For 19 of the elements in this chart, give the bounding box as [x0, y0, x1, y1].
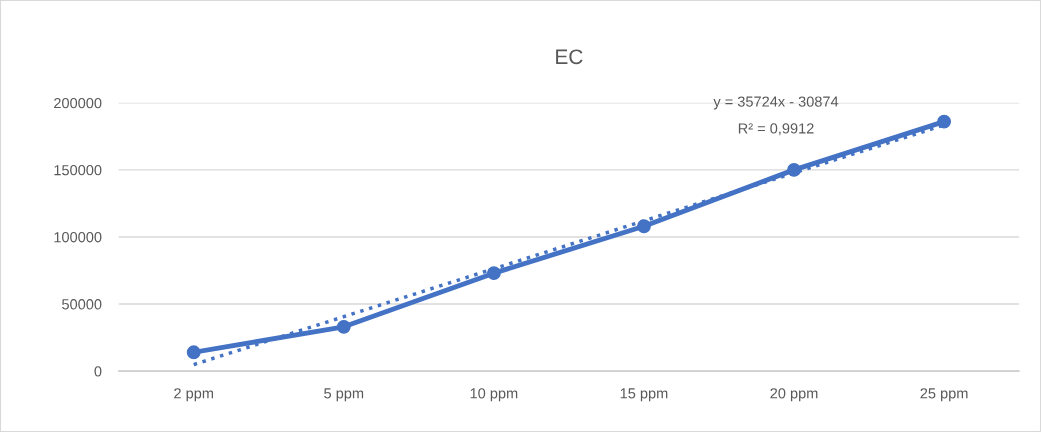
annotation: R² = 0,9912 [738, 123, 814, 136]
y-tick-label: 100000 [54, 232, 102, 243]
y-tick-label: 150000 [54, 164, 102, 176]
x-tick-label: 2 ppm [174, 388, 214, 402]
x-tick-label: 20 ppm [770, 388, 818, 402]
x-tick-label: 25 ppm [920, 388, 968, 402]
point [637, 219, 651, 234]
x-tick-label: 5 ppm [324, 388, 364, 402]
y-tick-label: 0 [94, 366, 102, 377]
annotation: y = 35724x - 30874 [713, 96, 839, 110]
y-tick-label: 200000 [54, 97, 102, 109]
point [937, 114, 952, 129]
x-tick-label: 15 ppm [620, 388, 668, 402]
point [336, 319, 351, 334]
x-tick-label: 10 ppm [470, 388, 518, 402]
chart-title: EC [556, 49, 583, 65]
point [486, 266, 501, 281]
y-tick-label: 50000 [62, 299, 102, 310]
point [186, 345, 201, 360]
